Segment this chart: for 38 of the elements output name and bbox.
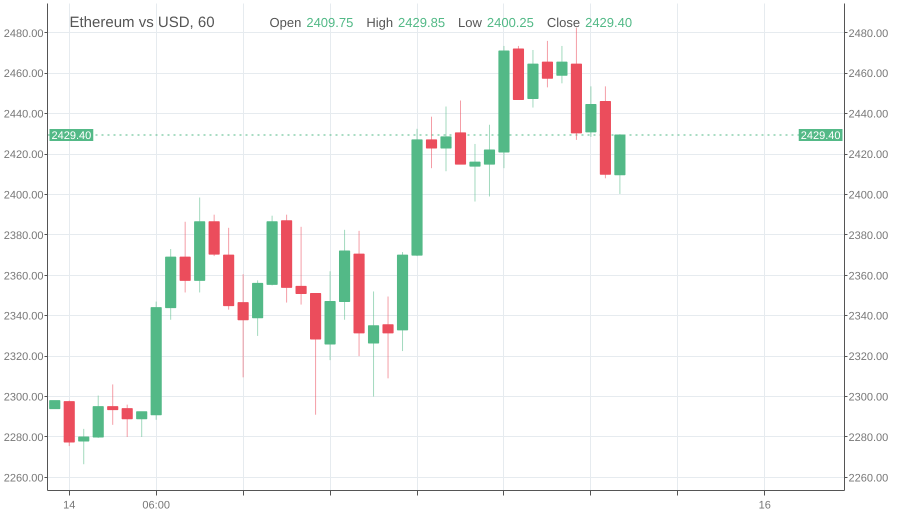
y2-tick-label: 2320.00 bbox=[848, 351, 888, 364]
y2-tick-label: 2460.00 bbox=[848, 68, 888, 80]
y2-tick-label: 2360.00 bbox=[848, 270, 888, 282]
y2-tick-label: 2260.00 bbox=[848, 472, 888, 484]
annotation: 2400.25 bbox=[486, 15, 534, 30]
y2-tick-label: 2300.00 bbox=[848, 392, 888, 404]
y-tick-label: 2360.00 bbox=[4, 270, 44, 282]
y2-tick-label: 2380.00 bbox=[848, 230, 888, 242]
y-tick-label: 2320.00 bbox=[4, 351, 44, 364]
x-tick-label: 14 bbox=[63, 500, 76, 512]
annotation: Open bbox=[270, 15, 302, 30]
y2-tick-label: 2400.00 bbox=[848, 189, 888, 202]
annotation: Close bbox=[546, 15, 580, 30]
text: 2429.40 bbox=[585, 15, 632, 30]
annotation: 2429.85 bbox=[398, 15, 446, 30]
y-tick-label: 2420.00 bbox=[4, 149, 44, 162]
y2-tick-label: 2340.00 bbox=[848, 310, 888, 323]
y2-tick-label: 2480.00 bbox=[848, 28, 888, 40]
y-tick-label: 2440.00 bbox=[4, 108, 44, 121]
text: Ethereum vs USD, 60 bbox=[70, 14, 215, 31]
y-tick-label: 2460.00 bbox=[4, 68, 44, 80]
annotation: High bbox=[366, 15, 394, 30]
y2-tick-label: 2420.00 bbox=[848, 149, 888, 162]
y-tick-label: 2380.00 bbox=[4, 230, 44, 242]
y2-tick-label: 2280.00 bbox=[848, 432, 888, 444]
x-tick-label: 06:00 bbox=[142, 500, 170, 512]
y-tick-label: 2300.00 bbox=[4, 392, 44, 404]
ref-line-label: 2429.40 bbox=[52, 130, 92, 142]
y-tick-label: 2340.00 bbox=[4, 310, 44, 323]
x-tick-label: 16 bbox=[758, 500, 771, 512]
y-tick-label: 2260.00 bbox=[4, 472, 44, 484]
annotation: Low bbox=[458, 15, 482, 30]
y-tick-label: 2400.00 bbox=[4, 189, 44, 202]
y-tick-label: 2280.00 bbox=[4, 432, 44, 444]
y2-tick-label: 2440.00 bbox=[848, 108, 888, 121]
y-tick-label: 2480.00 bbox=[4, 28, 44, 40]
annotation: 2409.75 bbox=[306, 15, 354, 30]
annotation: 2429.40 bbox=[800, 130, 841, 142]
